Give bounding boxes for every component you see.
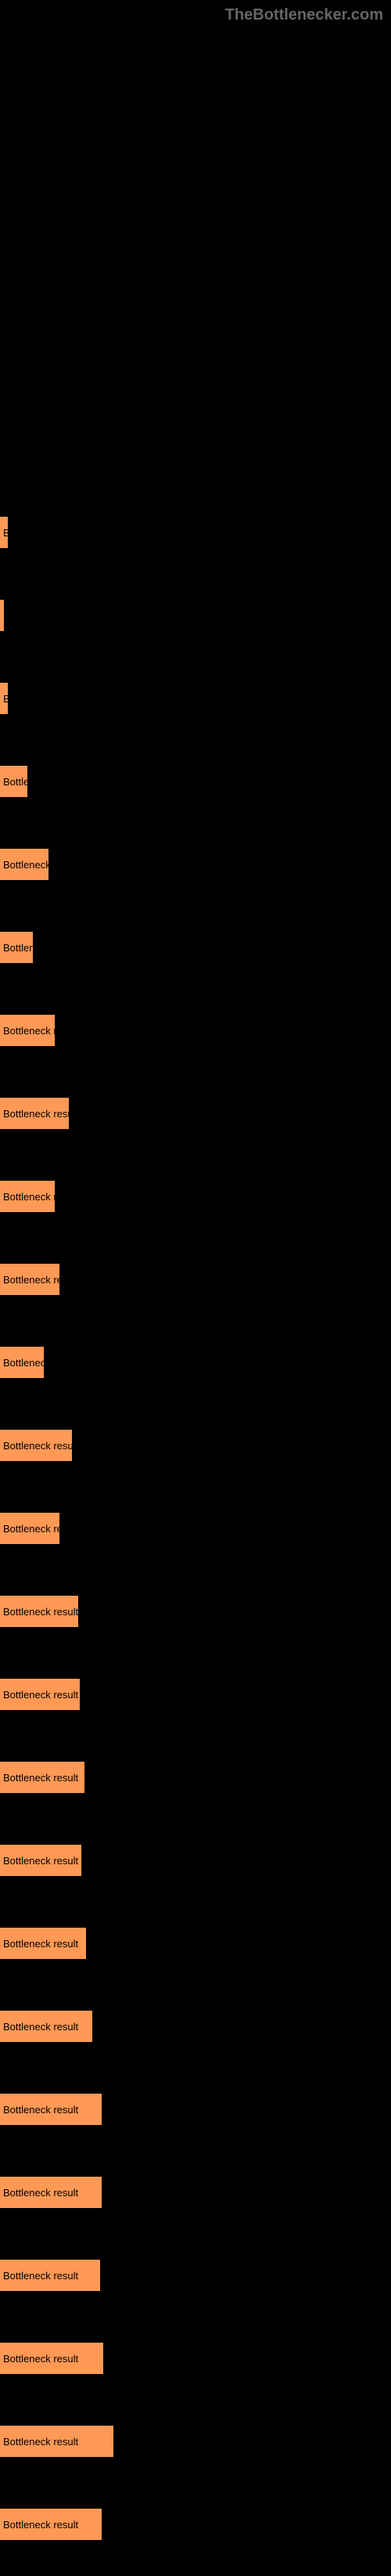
chart-bar: Bottleneck resul [0, 1430, 72, 1461]
chart-bar: B [0, 517, 8, 548]
chart-bar: Bottleneck result [0, 1845, 81, 1876]
chart-bar: Bottleneck [0, 849, 48, 880]
chart-bar: Bottlen [0, 932, 33, 963]
chart-bar: Bottleneck result [0, 1762, 84, 1793]
bar-row: Bottle [0, 750, 391, 833]
chart-bar: Bottleneck result [0, 2509, 102, 2540]
chart-bar: Bottleneck re [0, 1264, 59, 1295]
bar-row: B [0, 501, 391, 584]
bar-row: Bottleneck result [0, 2161, 391, 2244]
bar-row: Bottleneck result [0, 1995, 391, 2078]
chart-bar: Bottleneck result [0, 1679, 80, 1710]
bar-row: Bottleneck resul [0, 1414, 391, 1497]
bar-row: Bottlenec [0, 1331, 391, 1414]
chart-bar: Bottleneck result [0, 1928, 86, 1959]
bar-chart: B B Bottle Bottleneck Bottlen Bottleneck r Bot… [0, 0, 391, 2506]
bar-row: Bottlen [0, 916, 391, 999]
chart-bar: B [0, 683, 8, 714]
chart-bar: Bottleneck result [0, 2011, 92, 2042]
chart-bar: Bottleneck r [0, 1181, 55, 1212]
bar-row: Bottleneck resu [0, 1082, 391, 1165]
chart-bar: Bottlenec [0, 1347, 44, 1378]
chart-bar [0, 600, 4, 631]
bar-row: Bottleneck result [0, 2244, 391, 2327]
chart-bar: Bottle [0, 766, 27, 797]
bar-row: Bottleneck re [0, 1248, 391, 1331]
chart-bar: Bottleneck result [0, 2177, 102, 2208]
bar-row: Bottleneck result [0, 2410, 391, 2493]
bar-row: Bottleneck result [0, 2327, 391, 2410]
chart-bar: Bottleneck result [0, 2094, 102, 2125]
bar-row: Bottleneck result [0, 2078, 391, 2161]
bar-row: Bottleneck result [0, 1746, 391, 1829]
bar-row: Bottleneck r [0, 1165, 391, 1248]
bar-row: Bottleneck result [0, 1580, 391, 1663]
chart-bar: Bottleneck re [0, 1513, 59, 1544]
chart-bar: Bottleneck result [0, 1596, 78, 1627]
bar-row: Bottleneck r [0, 999, 391, 1082]
bar-row [0, 584, 391, 667]
chart-bar: Bottleneck result [0, 2343, 103, 2374]
chart-bar: Bottleneck resu [0, 1098, 69, 1129]
bar-row: Bottleneck result [0, 1829, 391, 1912]
bar-row: B [0, 667, 391, 750]
bar-row: Bottleneck [0, 833, 391, 916]
bar-row: Bottleneck result [0, 1912, 391, 1995]
chart-bar: Bottleneck r [0, 1015, 55, 1046]
bar-row: Bottleneck result [0, 1663, 391, 1746]
bar-row: Bottleneck re [0, 1497, 391, 1580]
chart-bar: Bottleneck result [0, 2426, 113, 2457]
chart-bar: Bottleneck result [0, 2260, 100, 2291]
